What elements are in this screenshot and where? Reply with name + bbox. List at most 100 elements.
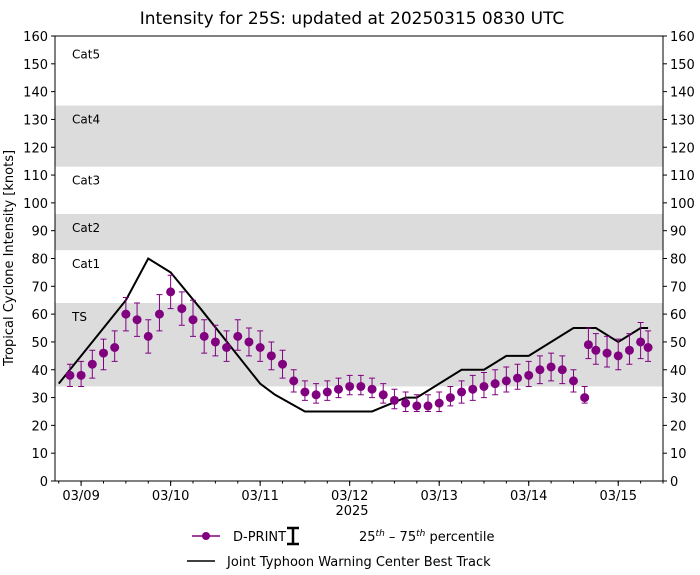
- dprint-point: [624, 333, 634, 365]
- dprint-point: [501, 366, 511, 393]
- dprint-point: [602, 335, 612, 368]
- y-tick-label-left: 60: [31, 308, 48, 323]
- best-track-line: [57, 257, 649, 413]
- dprint-point: [166, 274, 176, 310]
- dprint-point: [535, 355, 545, 385]
- legend-percentile-label: 25th – 75th percentile: [359, 529, 494, 545]
- y-tick-label-left: 100: [23, 197, 48, 212]
- dprint-marker: [389, 395, 399, 405]
- legend-best-track-label: Joint Typhoon Warning Center Best Track: [226, 555, 491, 570]
- legend-percentile-icon: [287, 526, 299, 546]
- dprint-point: [132, 302, 142, 337]
- y-tick-label-right: 100: [670, 197, 695, 212]
- dprint-point: [378, 383, 388, 404]
- dprint-marker: [98, 348, 108, 358]
- dprint-marker: [345, 381, 355, 391]
- dprint-point: [356, 374, 366, 396]
- y-tick-label-left: 30: [31, 392, 48, 407]
- dprint-point: [333, 377, 343, 399]
- x-axis-label: 2025: [335, 504, 368, 519]
- dprint-marker: [110, 343, 120, 352]
- dprint-marker: [233, 331, 243, 341]
- dprint-marker: [624, 345, 634, 355]
- dprint-marker: [513, 373, 523, 383]
- dprint-marker: [289, 376, 299, 386]
- dprint-marker: [524, 370, 534, 380]
- y-tick-label-right: 80: [670, 253, 687, 268]
- dprint-point: [524, 360, 534, 387]
- y-tick-label-left: 140: [23, 86, 48, 101]
- band-ts: [55, 303, 663, 387]
- dprint-marker: [121, 309, 131, 319]
- chart-title: Intensity for 25S: updated at 20250315 0…: [140, 9, 565, 29]
- y-tick-label-right: 0: [670, 475, 678, 490]
- y-tick-label-right: 110: [670, 169, 695, 184]
- dprint-marker: [401, 398, 411, 408]
- dprint-marker: [557, 365, 567, 375]
- band-label-cat4: Cat4: [72, 113, 100, 127]
- band-label-cat3: Cat3: [72, 174, 100, 188]
- dprint-marker: [501, 376, 511, 386]
- x-tick-label: 03/12: [331, 489, 368, 504]
- dprint-point: [580, 385, 590, 404]
- dprint-marker: [76, 370, 86, 380]
- dprint-point: [65, 363, 75, 387]
- y-tick-label-left: 120: [23, 141, 48, 156]
- y-tick-label-left: 0: [40, 475, 48, 490]
- dprint-marker: [580, 393, 590, 403]
- dprint-point: [345, 374, 355, 396]
- y-axis-label: Tropical Cyclone Intensity [knots]: [2, 150, 17, 367]
- band-cat4: [55, 105, 663, 167]
- dprint-marker: [311, 390, 321, 400]
- dprint-point: [643, 330, 653, 362]
- y-tick-label-left: 90: [31, 225, 48, 240]
- y-tick-label-left: 80: [31, 253, 48, 268]
- legend: D-PRINT 25th – 75th percentile Joint Typ…: [187, 526, 494, 570]
- dprint-marker: [468, 384, 478, 394]
- dprint-point: [322, 380, 332, 401]
- dprint-marker: [479, 381, 489, 391]
- dprint-marker: [65, 370, 75, 380]
- dprint-point: [289, 369, 299, 393]
- dprint-marker: [457, 387, 467, 397]
- dprint-marker: [602, 348, 612, 358]
- y-tick-label-right: 60: [670, 308, 687, 323]
- dprint-point: [121, 296, 131, 332]
- dprint-marker: [222, 343, 232, 352]
- dprint-marker: [583, 340, 593, 350]
- x-tick-label: 03/10: [152, 489, 189, 504]
- dprint-point: [479, 372, 489, 399]
- dprint-marker: [636, 337, 646, 347]
- dprint-marker: [199, 331, 209, 341]
- dprint-point: [557, 355, 567, 385]
- dprint-marker: [278, 359, 288, 369]
- dprint-point: [468, 374, 478, 401]
- x-tick-label: 03/09: [62, 489, 99, 504]
- dprint-marker: [333, 384, 343, 394]
- y-tick-label-right: 40: [670, 364, 687, 379]
- dprint-marker: [266, 351, 276, 361]
- x-tick-label: 03/13: [420, 489, 457, 504]
- y-tick-label-right: 30: [670, 392, 687, 407]
- band-label-ts: TS: [71, 310, 87, 324]
- y-tick-label-left: 10: [31, 447, 48, 462]
- dprint-marker: [356, 381, 366, 391]
- y-tick-label-left: 70: [31, 280, 48, 295]
- dprint-point: [233, 319, 243, 351]
- dprint-point: [546, 352, 556, 382]
- y-tick-label-left: 130: [23, 113, 48, 128]
- dprint-point: [412, 394, 422, 412]
- dprint-point: [76, 360, 86, 387]
- dprint-marker: [177, 304, 187, 314]
- dprint-marker: [210, 337, 220, 347]
- dprint-marker: [613, 351, 623, 361]
- dprint-marker: [154, 309, 164, 319]
- dprint-marker: [244, 337, 254, 347]
- dprint-marker: [322, 387, 332, 397]
- y-tick-label-left: 160: [23, 30, 48, 45]
- dprint-marker: [445, 393, 455, 403]
- dprint-marker: [423, 401, 433, 411]
- dprint-point: [278, 349, 288, 379]
- dprint-point: [87, 349, 97, 379]
